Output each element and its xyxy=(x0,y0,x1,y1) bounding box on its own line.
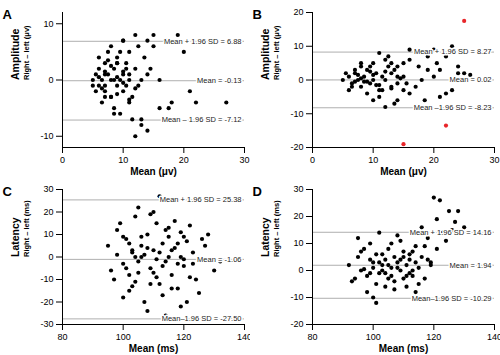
svg-text:10: 10 xyxy=(293,238,303,248)
svg-text:B: B xyxy=(253,7,262,22)
svg-text:Mean + 1.96 SD = 8.27: Mean + 1.96 SD = 8.27 xyxy=(414,47,492,56)
svg-text:Mean = 0.02: Mean = 0.02 xyxy=(450,75,492,84)
svg-text:0: 0 xyxy=(48,75,53,85)
svg-text:20: 20 xyxy=(429,155,439,165)
svg-text:100: 100 xyxy=(116,332,131,342)
svg-text:20: 20 xyxy=(179,155,189,165)
svg-text:Latency: Latency xyxy=(259,217,271,257)
svg-text:Right – left (ms): Right – left (ms) xyxy=(22,200,31,257)
svg-text:10: 10 xyxy=(293,41,303,51)
svg-text:Amplitude: Amplitude xyxy=(9,29,21,80)
svg-text:10: 10 xyxy=(118,155,128,165)
svg-text:20: 20 xyxy=(43,207,53,217)
svg-text:-10: -10 xyxy=(40,131,53,141)
svg-text:D: D xyxy=(253,184,262,199)
svg-text:10: 10 xyxy=(368,155,378,165)
svg-text:Mean (ms): Mean (ms) xyxy=(129,343,178,354)
svg-text:Amplitude: Amplitude xyxy=(259,29,271,80)
svg-text:Mean–1.96 SD = -10.29: Mean–1.96 SD = -10.29 xyxy=(412,294,492,303)
svg-text:30: 30 xyxy=(239,155,249,165)
svg-text:Right – left (μv): Right – left (μv) xyxy=(22,25,31,80)
svg-text:Mean = 1.94: Mean = 1.94 xyxy=(450,261,492,270)
svg-text:30: 30 xyxy=(43,184,53,194)
svg-text:Mean = -1.06: Mean = -1.06 xyxy=(197,255,241,264)
svg-text:-10: -10 xyxy=(290,109,303,119)
svg-text:Mean (μv): Mean (μv) xyxy=(380,166,427,177)
svg-text:Mean –1.96 SD = -8.23: Mean –1.96 SD = -8.23 xyxy=(414,103,492,112)
svg-text:30: 30 xyxy=(293,184,303,194)
svg-text:Mean (ms): Mean (ms) xyxy=(379,343,428,354)
svg-text:0: 0 xyxy=(298,75,303,85)
svg-text:-20: -20 xyxy=(290,142,303,152)
svg-text:140: 140 xyxy=(237,332,250,342)
svg-text:140: 140 xyxy=(487,332,500,342)
svg-text:Mean–1.96 SD = -27.50: Mean–1.96 SD = -27.50 xyxy=(162,314,242,323)
svg-text:-30: -30 xyxy=(40,319,53,329)
svg-text:120: 120 xyxy=(426,332,441,342)
svg-text:10: 10 xyxy=(43,229,53,239)
svg-text:-20: -20 xyxy=(290,319,303,329)
svg-text:80: 80 xyxy=(307,332,317,342)
svg-text:80: 80 xyxy=(57,332,67,342)
svg-text:0: 0 xyxy=(298,265,303,275)
svg-text:Right – left (ms): Right – left (ms) xyxy=(272,200,281,257)
svg-text:30: 30 xyxy=(489,155,499,165)
svg-text:20: 20 xyxy=(293,211,303,221)
svg-text:10: 10 xyxy=(43,19,53,29)
svg-text:100: 100 xyxy=(366,332,381,342)
svg-text:Latency: Latency xyxy=(9,217,21,257)
svg-text:-10: -10 xyxy=(40,274,53,284)
svg-text:Mean + 1.96 SD = 6.88: Mean + 1.96 SD = 6.88 xyxy=(164,37,242,46)
svg-text:A: A xyxy=(3,7,13,22)
svg-text:Mean = -0.13: Mean = -0.13 xyxy=(197,76,241,85)
svg-text:Mean + 1.96 SD = 25.38: Mean + 1.96 SD = 25.38 xyxy=(160,195,242,204)
svg-text:C: C xyxy=(3,184,13,199)
svg-text:20: 20 xyxy=(293,7,303,17)
svg-text:Mean + 1.96 SD = 14.16: Mean + 1.96 SD = 14.16 xyxy=(410,228,492,237)
svg-text:0: 0 xyxy=(310,155,315,165)
svg-text:120: 120 xyxy=(176,332,191,342)
svg-text:-20: -20 xyxy=(40,297,53,307)
svg-text:Mean – 1.96 SD = -7.12: Mean – 1.96 SD = -7.12 xyxy=(162,115,242,124)
svg-text:-10: -10 xyxy=(290,292,303,302)
svg-text:0: 0 xyxy=(48,252,53,262)
svg-text:Right – left (μv): Right – left (μv) xyxy=(272,25,281,80)
svg-text:Mean (μv): Mean (μv) xyxy=(130,166,177,177)
svg-text:0: 0 xyxy=(60,155,65,165)
